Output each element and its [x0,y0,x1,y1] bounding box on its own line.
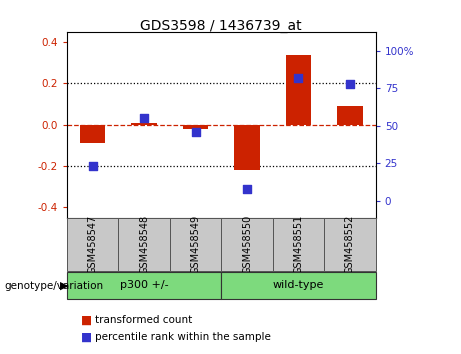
Text: GSM458550: GSM458550 [242,215,252,274]
FancyBboxPatch shape [324,218,376,271]
Text: GSM458549: GSM458549 [190,215,201,274]
Text: percentile rank within the sample: percentile rank within the sample [95,332,271,342]
Point [295,75,302,80]
FancyBboxPatch shape [67,272,221,299]
Text: ■: ■ [81,331,92,343]
FancyBboxPatch shape [273,218,324,271]
Point [89,164,96,169]
Text: ▶: ▶ [60,281,69,291]
Text: p300 +/-: p300 +/- [120,280,168,290]
Bar [131,123,157,125]
Text: wild-type: wild-type [273,280,324,290]
FancyBboxPatch shape [118,218,170,271]
FancyBboxPatch shape [221,272,376,299]
Text: GSM458547: GSM458547 [88,215,98,274]
Text: GDS3598 / 1436739_at: GDS3598 / 1436739_at [141,19,302,34]
Point [140,115,148,121]
FancyBboxPatch shape [67,218,118,271]
Bar [183,125,208,129]
Bar [80,125,106,143]
Text: GSM458551: GSM458551 [294,215,303,274]
Text: GSM458552: GSM458552 [345,215,355,274]
Point [243,186,251,192]
Text: transformed count: transformed count [95,315,192,325]
Text: GSM458548: GSM458548 [139,215,149,274]
Point [346,81,354,86]
Text: genotype/variation: genotype/variation [5,281,104,291]
Text: ■: ■ [81,314,92,327]
FancyBboxPatch shape [221,218,273,271]
FancyBboxPatch shape [170,218,221,271]
Bar [234,125,260,170]
Bar [337,106,363,125]
Point [192,129,199,135]
Bar [286,55,311,125]
